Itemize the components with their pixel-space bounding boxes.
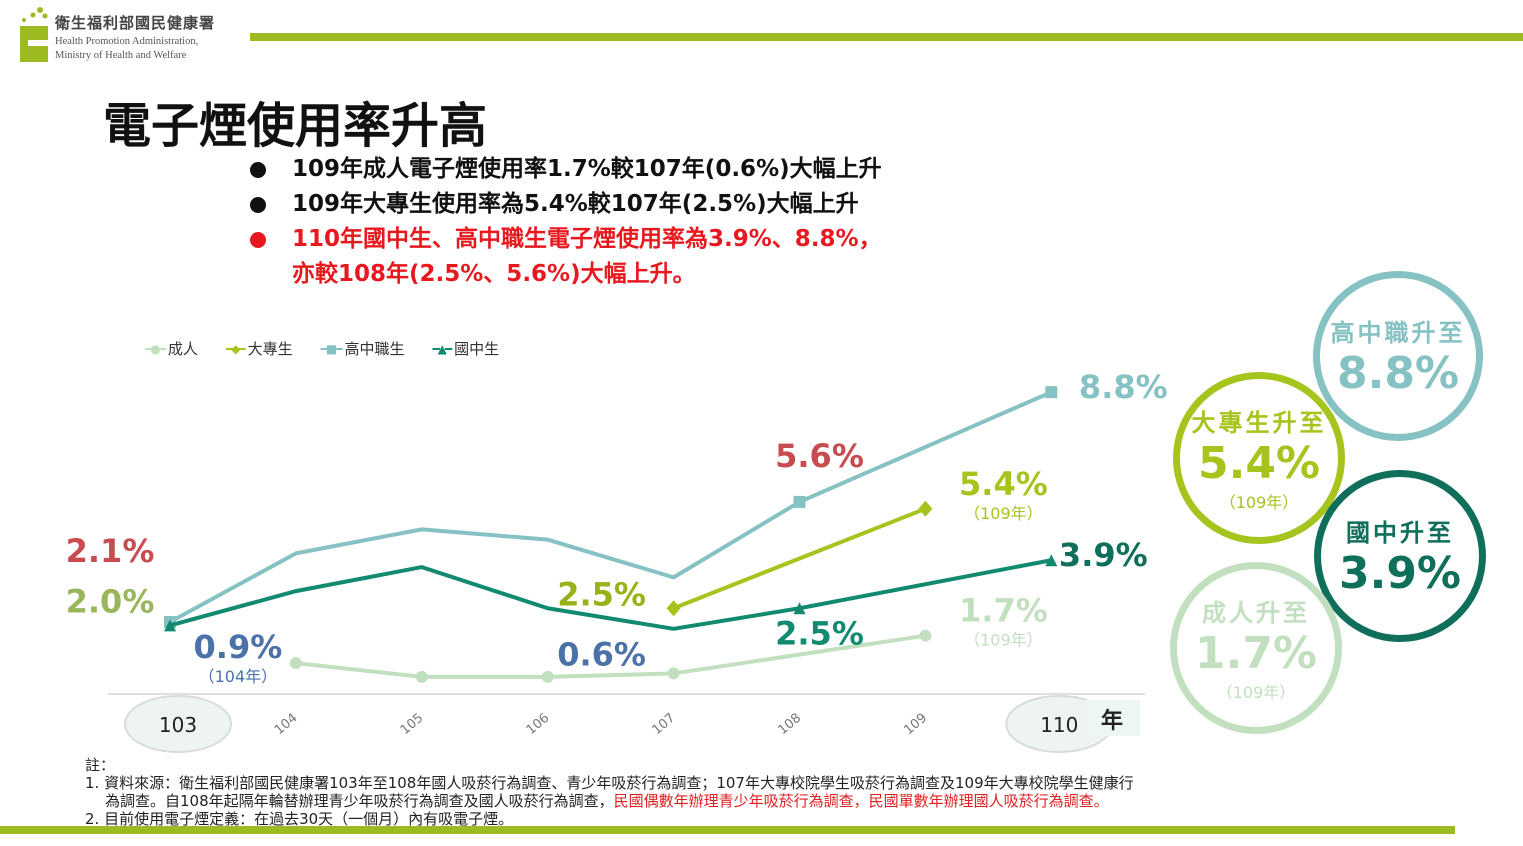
legend-diamond-icon: ━◆━ xyxy=(225,341,246,356)
org-name-en-2: Ministry of Health and Welfare xyxy=(55,50,187,61)
data-label: 0.9% xyxy=(194,628,283,666)
chart-legend: ━●━ 成人 ━◆━ 大專生 ━■━ 高中職生 ━▲━ 國中生 xyxy=(145,338,499,359)
bullet-item: 109年大專生使用率為5.4%較107年(2.5%)大幅上升 xyxy=(250,187,882,222)
data-label: 2.5% xyxy=(557,575,646,613)
org-name-cn: 衛生福利部國民健康署 xyxy=(55,14,216,32)
data-label: 3.9% xyxy=(1059,536,1148,574)
data-point xyxy=(793,602,806,615)
data-label: 5.6% xyxy=(775,437,864,475)
bullet-dot-icon xyxy=(250,231,266,248)
data-label: 0.6% xyxy=(557,635,646,673)
x-tick-label: 104 xyxy=(272,711,301,738)
data-point xyxy=(415,670,428,683)
callout-note: （109年） xyxy=(1219,493,1299,512)
data-label-note: （104年） xyxy=(199,667,278,686)
bullet-item: 亦較108年(2.5%、5.6%)大幅上升。 xyxy=(292,261,696,287)
header-divider xyxy=(250,33,1523,41)
bullet-item: 109年成人電子煙使用率1.7%較107年(0.6%)大幅上升 xyxy=(250,152,882,187)
data-label: 2.1% xyxy=(66,532,155,570)
legend-label: 高中職生 xyxy=(344,340,405,358)
data-point xyxy=(1045,386,1058,399)
x-tick-highlight xyxy=(124,695,232,753)
x-tick-label: 108 xyxy=(775,711,804,738)
callout-value: 8.8% xyxy=(1336,348,1460,399)
legend-circle-icon: ━●━ xyxy=(145,341,166,356)
callout-label: 高中職升至 xyxy=(1330,319,1466,347)
legend-label: 大專生 xyxy=(247,340,293,358)
bullet-list: 109年成人電子煙使用率1.7%較107年(0.6%)大幅上升 109年大專生使… xyxy=(250,152,882,292)
legend-triangle-icon: ━▲━ xyxy=(432,341,452,356)
legend-label: 成人 xyxy=(167,340,198,358)
hpa-logo-icon xyxy=(20,7,48,62)
data-point xyxy=(289,657,302,670)
data-point xyxy=(918,500,933,517)
legend-label: 國中生 xyxy=(454,340,500,358)
x-axis-unit: 年 xyxy=(1101,708,1123,734)
callout-value: 1.7% xyxy=(1194,628,1318,679)
bullet-dot-icon xyxy=(250,196,266,213)
callout-circle: 高中職升至 8.8% xyxy=(1313,271,1483,441)
data-label: 2.0% xyxy=(66,582,155,620)
callout-label: 成人升至 xyxy=(1202,599,1310,627)
callout-value: 3.9% xyxy=(1338,548,1462,599)
data-point xyxy=(793,495,806,508)
data-label: 5.4% xyxy=(959,465,1048,503)
data-point xyxy=(667,667,680,680)
callout-circle: 大專生升至 5.4% （109年） xyxy=(1173,372,1345,544)
legend-item: ━◆━ 大專生 xyxy=(226,338,293,359)
legend-item: ━■━ 高中職生 xyxy=(321,338,405,359)
x-tick-label: 105 xyxy=(398,711,427,738)
legend-square-icon: ━■━ xyxy=(320,341,343,356)
notes-heading: 註： xyxy=(85,756,116,774)
callout-label: 國中升至 xyxy=(1346,519,1454,547)
callout-circle: 成人升至 1.7% （109年） xyxy=(1170,562,1342,734)
data-label-note: （109年） xyxy=(964,631,1043,650)
note-line: 1. 資料來源：衛生福利部國民健康署103年至108年國人吸菸行為調查、青少年吸… xyxy=(85,774,1134,792)
callout-value: 5.4% xyxy=(1197,438,1321,489)
x-tick-label: 103 xyxy=(159,713,197,737)
data-point xyxy=(1045,554,1058,567)
callout-label: 大專生升至 xyxy=(1191,409,1327,437)
x-unit-box xyxy=(1085,700,1140,736)
data-label: 8.8% xyxy=(1079,368,1168,406)
data-label-note: （109年） xyxy=(964,504,1043,523)
data-point xyxy=(164,619,176,632)
bullet-dot-icon xyxy=(250,161,266,178)
note-line: 為調查。自108年起隔年輪替辦理青少年吸菸行為調查及國人吸菸行為調查，民國偶數年… xyxy=(105,792,1109,810)
x-tick-label: 110 xyxy=(1040,713,1078,737)
data-point xyxy=(666,600,681,617)
org-name-en: Health Promotion Administration, xyxy=(55,36,199,47)
x-tick-label: 107 xyxy=(650,711,679,738)
callout-note: （109年） xyxy=(1216,683,1296,702)
bullet-item: 110年國中生、高中職生電子煙使用率為3.9%、8.8%， xyxy=(250,222,882,257)
footer-divider xyxy=(0,826,1455,834)
footnotes: 註： 1. 資料來源：衛生福利部國民健康署103年至108年國人吸菸行為調查、青… xyxy=(85,756,1134,828)
x-tick-label: 109 xyxy=(901,711,930,738)
legend-item: ━▲━ 國中生 xyxy=(432,338,499,359)
data-label: 1.7% xyxy=(959,592,1048,630)
data-point xyxy=(541,670,554,683)
data-point xyxy=(919,629,932,642)
note-line: 2. 目前使用電子煙定義：在過去30天（一個月）內有吸電子煙。 xyxy=(85,810,514,828)
callout-circle: 國中升至 3.9% xyxy=(1314,470,1486,642)
data-label: 2.5% xyxy=(775,614,864,652)
series-line-大專生 xyxy=(672,506,927,611)
x-tick-label: 106 xyxy=(524,711,553,738)
slide-title: 電子煙使用率升高 xyxy=(103,98,488,154)
legend-item: ━●━ 成人 xyxy=(145,338,198,359)
